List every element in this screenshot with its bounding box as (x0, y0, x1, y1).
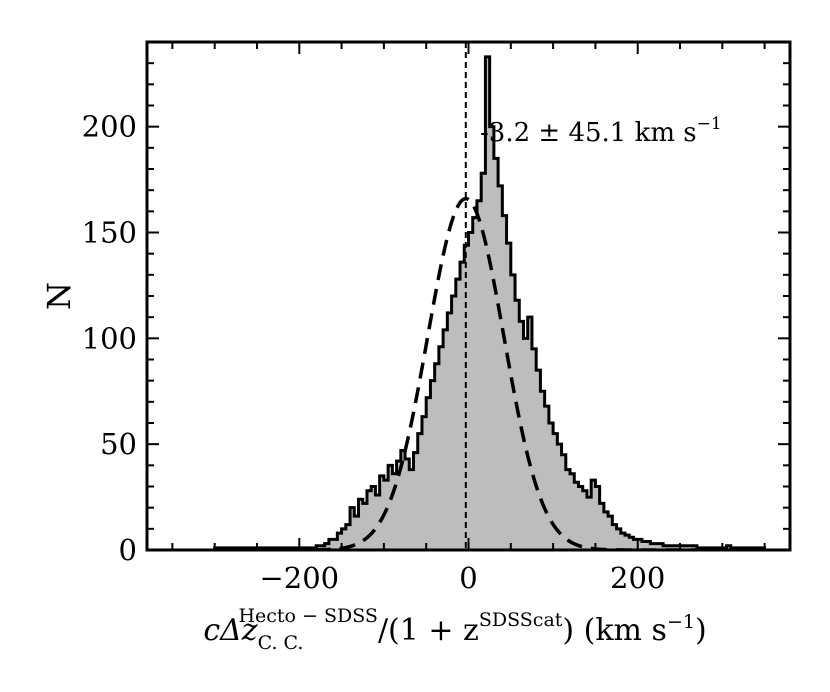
x-label-prefix: cΔz (203, 613, 257, 648)
x-tick-label: −200 (259, 561, 339, 595)
x-tick-label: 200 (610, 561, 665, 595)
x-axis-label: cΔzC. C. Hecto − SDSS/(1 + zSDSScat) (km … (203, 605, 706, 654)
y-axis-label: N (40, 282, 78, 310)
y-tick-label: 50 (100, 427, 137, 461)
x-tick-label: 0 (459, 561, 477, 595)
fit-annotation-superscript: −1 (697, 114, 722, 134)
y-tick-label: 100 (82, 321, 137, 355)
histogram-outline (213, 55, 767, 550)
fit-annotation-text: -3.2 ± 45.1 km s (480, 118, 697, 148)
y-tick-label: 0 (119, 533, 137, 567)
histogram-fill (214, 56, 765, 550)
x-label-suffix-superscript: −1 (667, 611, 695, 633)
x-label-middle: /(1 + z (378, 613, 479, 648)
x-label-superscript-2: SDSScat (479, 609, 563, 631)
x-label-subscript: C. C. (258, 632, 304, 654)
x-label-superscript: Hecto − SDSS (238, 605, 377, 627)
fit-annotation: -3.2 ± 45.1 km s−1 (480, 114, 722, 148)
axes (145, 40, 792, 552)
x-label-suffix: ) (km s (562, 613, 667, 648)
y-tick-label: 150 (82, 216, 137, 250)
y-tick-label: 200 (82, 110, 137, 144)
x-label-end: ) (695, 613, 707, 648)
